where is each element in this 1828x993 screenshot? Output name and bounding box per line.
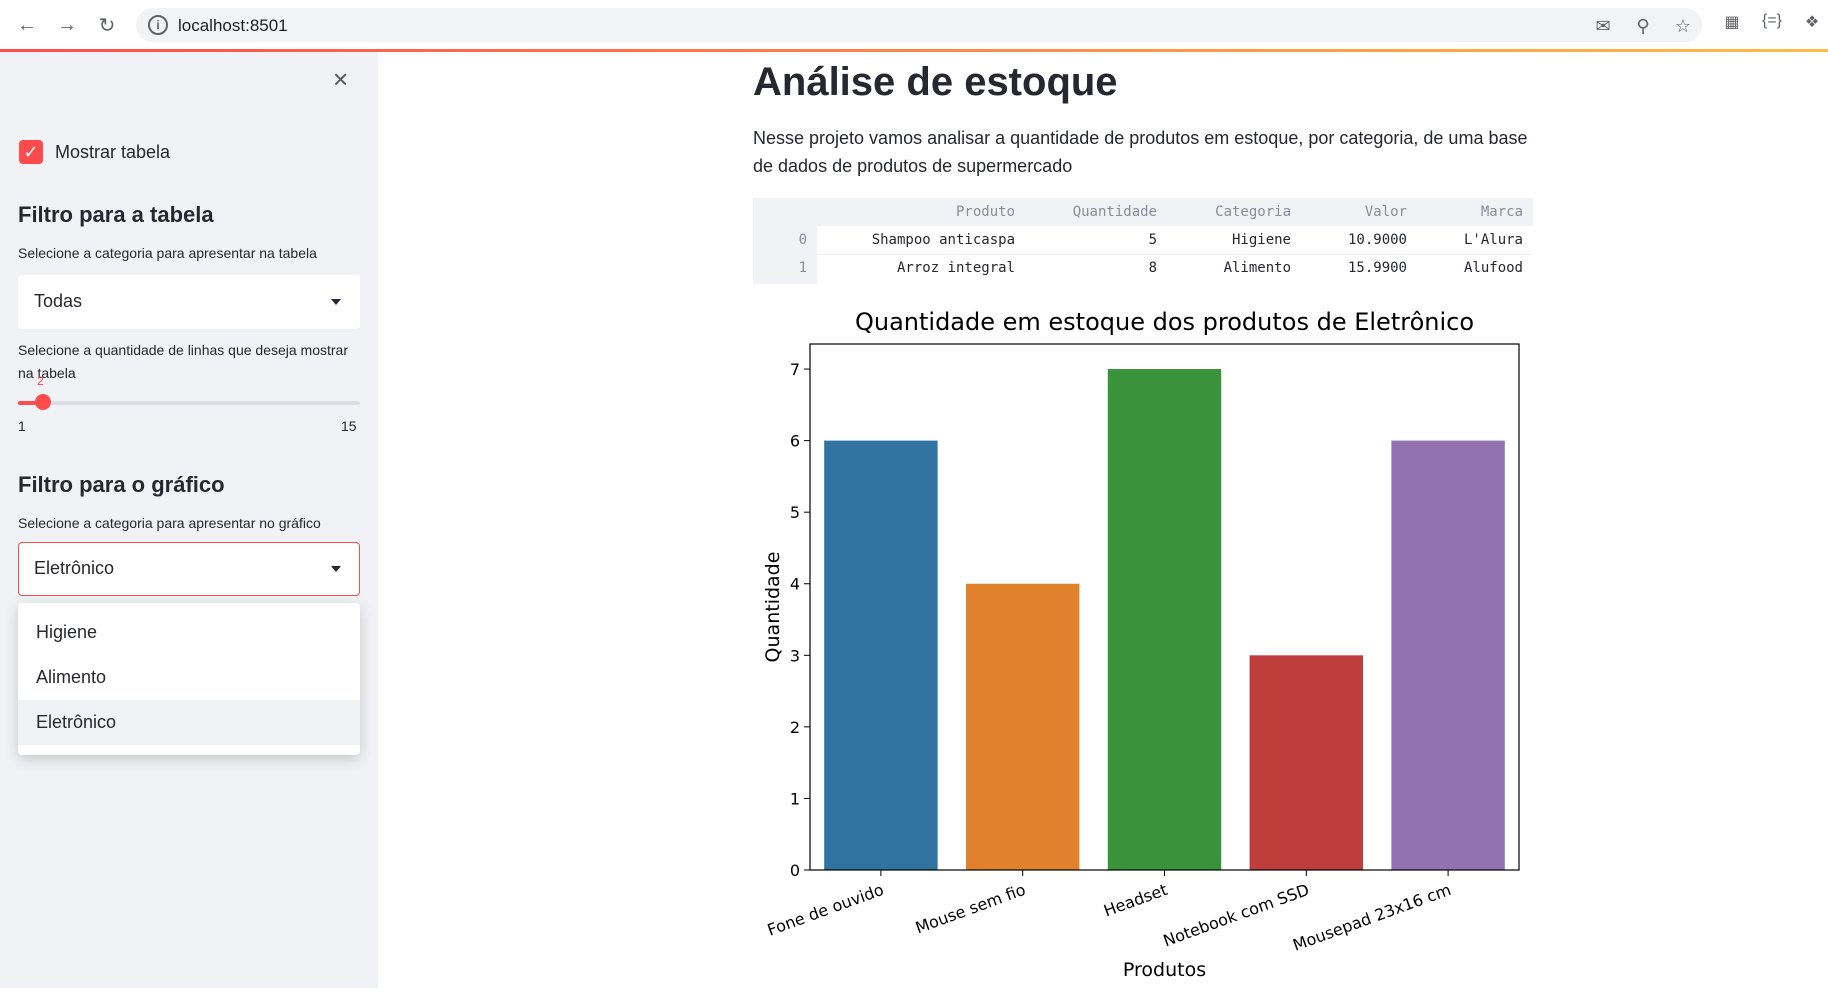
- chart-svg: Quantidade em estoque dos produtos de El…: [762, 308, 1520, 981]
- rows-slider-fill: [18, 401, 42, 405]
- y-tick-label: 7: [790, 360, 800, 379]
- show-table-label[interactable]: Mostrar tabela: [55, 141, 171, 162]
- app-decoration-bar: [0, 49, 1828, 52]
- x-tick-label-3: Notebook com SSD: [1161, 880, 1312, 950]
- table-cell: 8: [1148, 260, 1157, 276]
- rows-slider-track[interactable]: [18, 401, 360, 405]
- extension-icon[interactable]: ▦: [1724, 14, 1740, 31]
- row-index: 0: [798, 232, 807, 248]
- y-tick-label: 3: [790, 646, 800, 665]
- column-header-marca[interactable]: Marca: [1480, 204, 1523, 220]
- rows-slider-value: 2: [37, 374, 44, 388]
- show-table-checkbox[interactable]: ✓ Mostrar tabela: [19, 140, 170, 164]
- table-index-bg: [753, 226, 817, 284]
- sidebar: × ✓ Mostrar tabela Filtro para a tabela …: [0, 52, 378, 988]
- table-cell: Alufood: [1463, 260, 1523, 276]
- page-description: Nesse projeto vamos analisar a quantidad…: [753, 128, 1528, 176]
- chevron-down-icon: [331, 566, 341, 572]
- table-header-bg: [753, 198, 1533, 226]
- table-cell: Higiene: [1231, 232, 1291, 248]
- table-cell: L'Alura: [1463, 232, 1523, 248]
- chart-category-value: Eletrônico: [34, 558, 115, 578]
- bar-4: [1391, 440, 1505, 870]
- translate-icon[interactable]: ✉: [1595, 16, 1611, 36]
- column-header-valor[interactable]: Valor: [1364, 204, 1407, 220]
- bar-3: [1249, 655, 1364, 870]
- zoom-icon[interactable]: ⚲: [1636, 16, 1650, 36]
- y-tick-label: 0: [790, 861, 800, 880]
- y-tick-label: 1: [790, 789, 800, 808]
- chart-title: Quantidade em estoque dos produtos de El…: [855, 308, 1474, 336]
- table-cell: Arroz integral: [896, 260, 1015, 276]
- chart-category-select[interactable]: Eletrônico: [18, 542, 360, 596]
- rows-slider-min: 1: [18, 418, 26, 434]
- bar-1: [965, 583, 1080, 870]
- table-category-label: Selecione a categoria para apresentar na…: [18, 245, 317, 261]
- reload-icon[interactable]: ↻: [98, 14, 116, 37]
- page-title: Análise de estoque: [753, 60, 1118, 104]
- checkbox-checked-icon[interactable]: ✓: [19, 140, 43, 164]
- table-filter-heading: Filtro para a tabela: [18, 202, 214, 227]
- forward-arrow-icon[interactable]: →: [57, 13, 77, 36]
- chart-category-label: Selecione a categoria para apresentar no…: [18, 515, 321, 531]
- url-text[interactable]: localhost:8501: [178, 16, 288, 35]
- column-header-categoria[interactable]: Categoria: [1215, 204, 1291, 220]
- site-info-icon[interactable]: i: [148, 15, 168, 35]
- x-axis-label: Produtos: [1123, 959, 1206, 981]
- y-tick-label: 6: [790, 432, 800, 451]
- row-index: 1: [798, 260, 807, 276]
- dropdown-option-higiene[interactable]: Higiene: [36, 622, 98, 642]
- y-tick-label: 2: [790, 718, 800, 737]
- data-table[interactable]: Produto Quantidade Categoria Valor Marca…: [753, 198, 1533, 284]
- extension-json-icon[interactable]: {=}: [1761, 12, 1783, 29]
- rows-slider-max: 15: [341, 418, 357, 434]
- dropdown-option-alimento[interactable]: Alimento: [36, 667, 107, 687]
- y-tick-label: 5: [790, 503, 800, 522]
- close-sidebar-icon[interactable]: ×: [333, 64, 349, 94]
- dropdown-option-eletronico[interactable]: Eletrônico: [18, 700, 360, 745]
- rows-slider-label: Selecione a quantidade de linhas que des…: [18, 342, 349, 381]
- table-cell: Alimento: [1223, 260, 1291, 276]
- column-header-produto[interactable]: Produto: [955, 204, 1015, 220]
- bar-0: [824, 440, 938, 870]
- back-arrow-icon[interactable]: ←: [17, 13, 37, 36]
- x-tick-label-1: Mouse sem fio: [913, 880, 1028, 937]
- puzzle-icon[interactable]: ❖: [1804, 14, 1820, 31]
- row-divider: [817, 254, 1533, 255]
- chart-category-dropdown: Higiene Alimento Eletrônico: [18, 603, 360, 755]
- bar-2: [1107, 369, 1222, 870]
- chevron-down-icon: [331, 299, 341, 305]
- x-tick-label-4: Mousepad 23x16 cm: [1290, 880, 1453, 955]
- x-tick-label-2: Headset: [1101, 880, 1170, 921]
- chart-filter-heading: Filtro para o gráfico: [18, 472, 225, 497]
- y-tick-label: 4: [790, 575, 800, 594]
- y-axis-label: Quantidade: [762, 552, 784, 663]
- table-cell: 15.9900: [1347, 260, 1407, 276]
- x-tick-label-0: Fone de ouvido: [765, 880, 886, 940]
- table-cell: Shampoo anticaspa: [871, 232, 1015, 248]
- plot-frame: [809, 343, 1520, 871]
- column-header-quantidade[interactable]: Quantidade: [1072, 204, 1157, 220]
- table-category-value: Todas: [34, 291, 83, 311]
- table-category-select[interactable]: Todas: [18, 275, 360, 329]
- address-bar[interactable]: i localhost:8501 ✉ ⚲ ☆: [136, 8, 1702, 42]
- rows-slider-thumb[interactable]: [35, 394, 51, 410]
- table-cell: 5: [1148, 232, 1157, 248]
- bar-chart: Quantidade em estoque dos produtos de El…: [753, 296, 1533, 988]
- table-cell: 10.9000: [1347, 232, 1407, 248]
- browser-toolbar: ← → ↻ i localhost:8501 ✉ ⚲ ☆ ▦ {=} ❖: [0, 0, 1828, 50]
- bookmark-star-icon[interactable]: ☆: [1674, 16, 1692, 36]
